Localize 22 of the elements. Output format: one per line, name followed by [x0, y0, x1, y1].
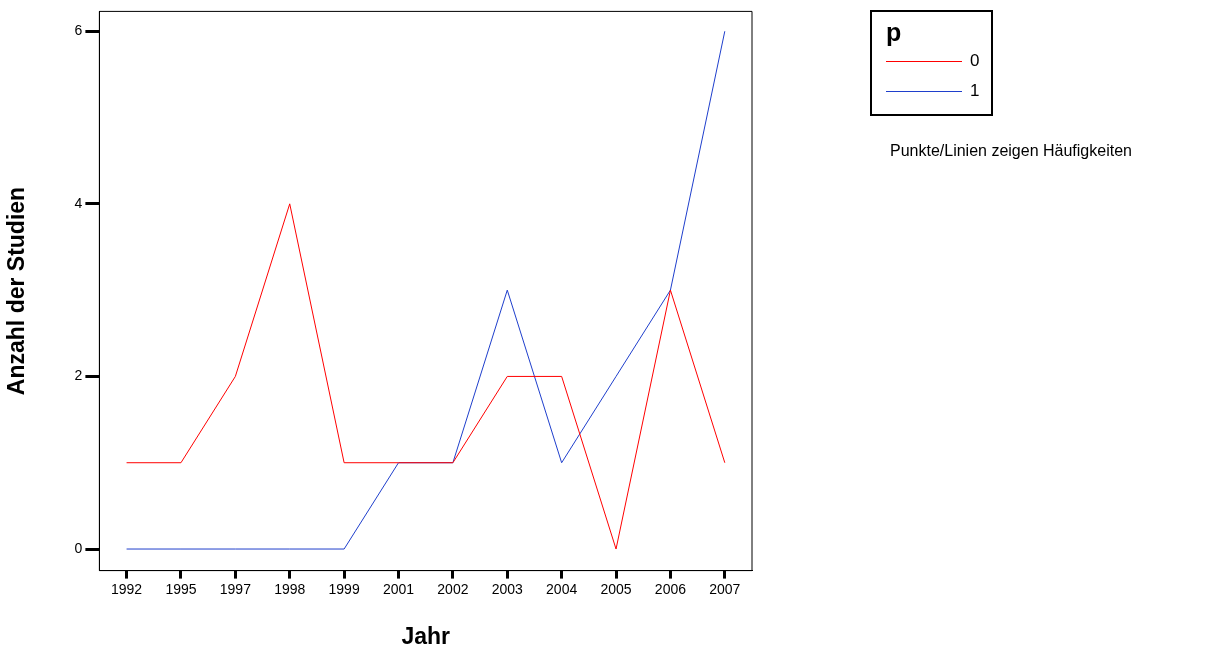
x-tick-label: 1997	[219, 580, 252, 597]
x-tick-label: 2001	[382, 580, 415, 597]
y-tick-label: 0	[74, 539, 83, 556]
x-tick-label: 1992	[111, 580, 143, 597]
x-tick-label: 2003	[491, 580, 524, 597]
x-tick-label: 1998	[274, 580, 306, 597]
text: Punkte/Linien zeigen Häufigkeiten	[890, 142, 1132, 160]
x-tick-label: 1995	[165, 580, 197, 597]
legend-label: 1	[970, 80, 980, 102]
y-tick-label: 4	[74, 194, 83, 211]
x-tick-label: 2007	[709, 580, 741, 597]
legend-title: p	[886, 18, 903, 46]
x-tick-label: 2004	[546, 580, 578, 597]
y-axis-title: Anzahl der Studien	[3, 186, 30, 396]
x-axis-title: Jahr	[401, 622, 451, 649]
y-tick-label: 2	[74, 367, 83, 384]
x-tick-label: 2005	[600, 580, 632, 597]
legend-label: 0	[970, 50, 980, 72]
y-tick-label: 6	[74, 22, 83, 39]
x-tick-label: 2006	[654, 580, 687, 597]
x-tick-label: 1999	[328, 580, 360, 597]
x-tick-label: 2002	[437, 580, 469, 597]
